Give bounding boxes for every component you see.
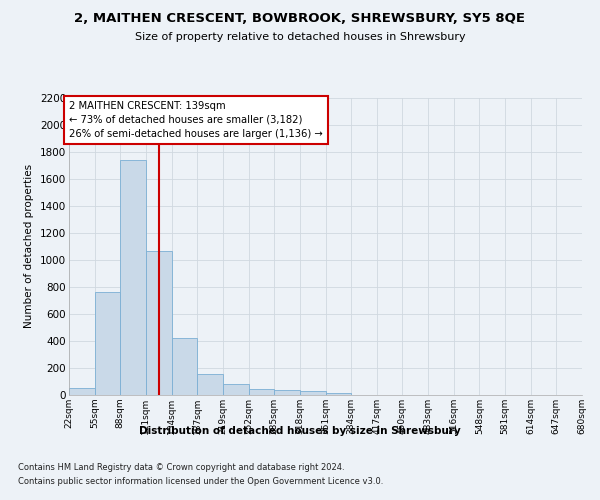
Bar — [121, 160, 146, 395]
Bar — [274, 390, 300, 395]
Bar — [197, 374, 223, 395]
Bar — [223, 384, 248, 395]
Bar — [300, 391, 325, 395]
Text: Size of property relative to detached houses in Shrewsbury: Size of property relative to detached ho… — [134, 32, 466, 42]
Bar — [95, 292, 121, 395]
Text: Contains HM Land Registry data © Crown copyright and database right 2024.: Contains HM Land Registry data © Crown c… — [18, 462, 344, 471]
Text: Contains public sector information licensed under the Open Government Licence v3: Contains public sector information licen… — [18, 478, 383, 486]
Text: 2, MAITHEN CRESCENT, BOWBROOK, SHREWSBURY, SY5 8QE: 2, MAITHEN CRESCENT, BOWBROOK, SHREWSBUR… — [74, 12, 526, 26]
Text: 2 MAITHEN CRESCENT: 139sqm
← 73% of detached houses are smaller (3,182)
26% of s: 2 MAITHEN CRESCENT: 139sqm ← 73% of deta… — [69, 101, 323, 139]
Text: Distribution of detached houses by size in Shrewsbury: Distribution of detached houses by size … — [139, 426, 461, 436]
Bar — [325, 392, 351, 395]
Bar — [172, 338, 197, 395]
Y-axis label: Number of detached properties: Number of detached properties — [25, 164, 34, 328]
Bar — [69, 388, 95, 395]
Bar — [146, 251, 172, 395]
Bar — [248, 388, 274, 395]
